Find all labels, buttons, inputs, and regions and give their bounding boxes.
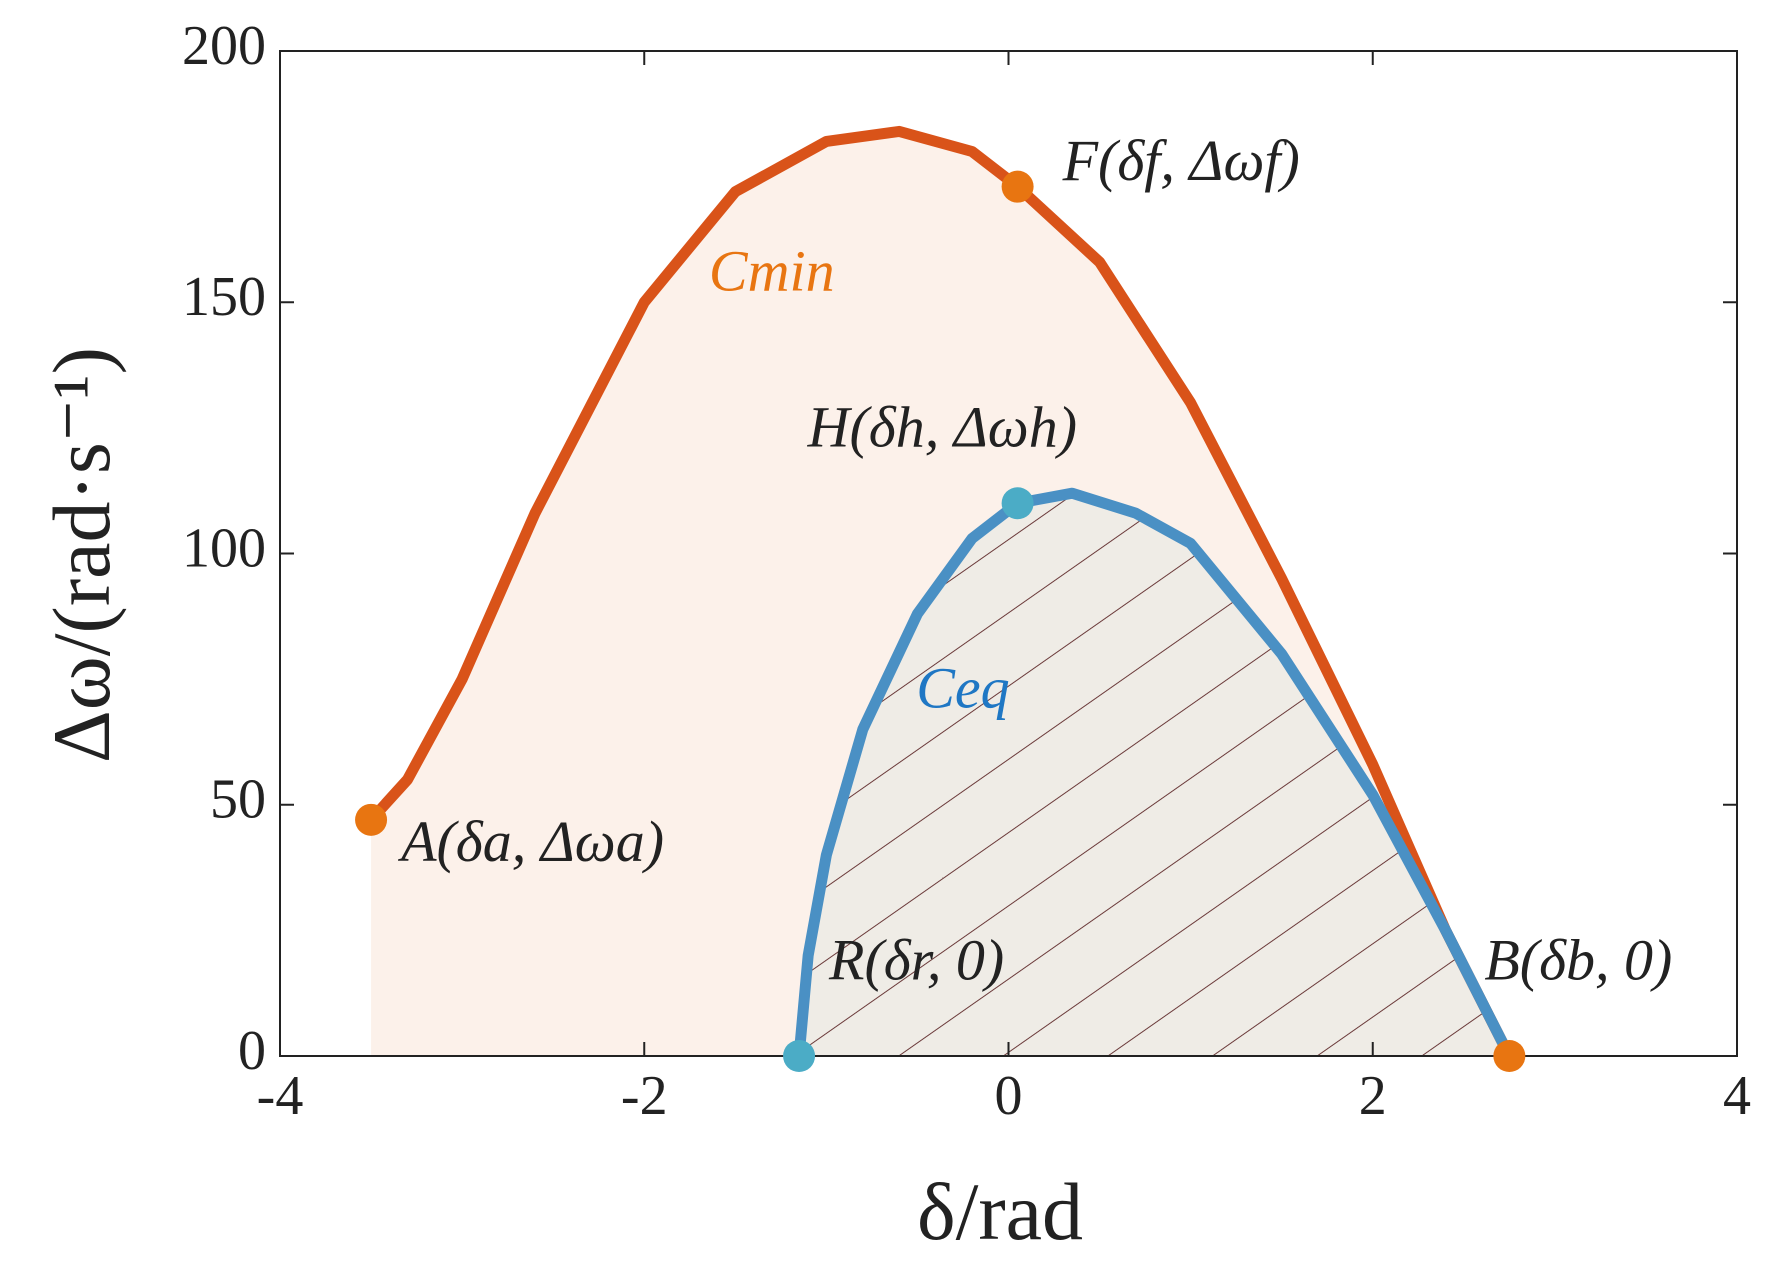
x-axis-label: δ/rad: [917, 1166, 1083, 1257]
x-tick-label: 4: [1723, 1065, 1751, 1127]
point-label: B(δb, 0): [1484, 927, 1672, 992]
point-label: R(δr, 0): [828, 927, 1004, 992]
y-tick-label: 50: [210, 769, 266, 831]
series-label: Ceq: [916, 656, 1009, 721]
x-tick-label: 2: [1359, 1065, 1387, 1127]
point-marker: [1493, 1040, 1526, 1072]
x-tick-label: -2: [621, 1065, 668, 1127]
area-fill: [799, 493, 1510, 1056]
point-label: F(δf, Δωf): [1062, 128, 1300, 193]
point-marker: [783, 1040, 816, 1072]
y-tick-label: 100: [182, 517, 266, 579]
point-marker: [1001, 170, 1034, 203]
y-tick-label: 0: [238, 1020, 266, 1082]
x-tick-label: 0: [995, 1065, 1023, 1127]
point-marker: [1001, 487, 1034, 520]
y-axis-label: Δω/(rad·s⁻¹): [36, 347, 127, 763]
y-tick-label: 150: [182, 266, 266, 328]
point-marker: [355, 803, 388, 836]
series-line: [365, 125, 1515, 1062]
point-label: A(δa, Δωa): [397, 809, 664, 874]
y-tick-label: 200: [182, 15, 266, 77]
x-tick-label: -4: [257, 1065, 304, 1127]
series-line: [793, 487, 1515, 1062]
series-label: Cmin: [709, 238, 835, 303]
point-label: H(δh, Δωh): [807, 395, 1077, 460]
